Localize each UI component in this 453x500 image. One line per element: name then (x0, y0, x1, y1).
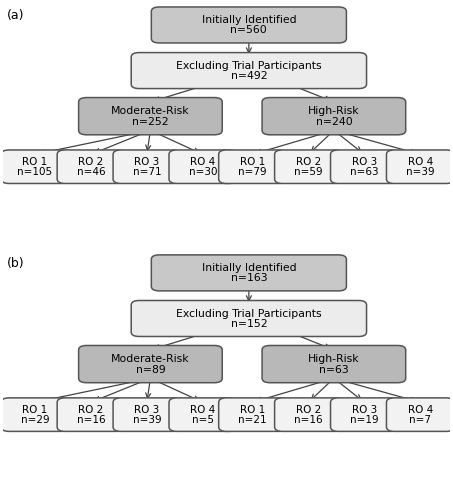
Text: High-Risk: High-Risk (308, 354, 360, 364)
Text: n=30: n=30 (188, 167, 217, 177)
Text: n=492: n=492 (231, 71, 267, 81)
FancyBboxPatch shape (275, 150, 342, 184)
Text: RO 4: RO 4 (190, 404, 216, 414)
FancyBboxPatch shape (169, 150, 236, 184)
FancyBboxPatch shape (275, 398, 342, 432)
Text: n=29: n=29 (21, 415, 49, 425)
FancyBboxPatch shape (219, 398, 286, 432)
Text: n=252: n=252 (132, 116, 169, 126)
Text: RO 2: RO 2 (296, 404, 321, 414)
FancyBboxPatch shape (57, 150, 125, 184)
FancyBboxPatch shape (113, 398, 181, 432)
FancyBboxPatch shape (57, 398, 125, 432)
Text: High-Risk: High-Risk (308, 106, 360, 116)
FancyBboxPatch shape (151, 7, 347, 43)
Text: RO 4: RO 4 (190, 157, 216, 167)
FancyBboxPatch shape (1, 150, 69, 184)
Text: n=71: n=71 (133, 167, 161, 177)
Text: RO 1: RO 1 (22, 157, 48, 167)
Text: Excluding Trial Participants: Excluding Trial Participants (176, 308, 322, 318)
Text: n=560: n=560 (231, 26, 267, 36)
Text: (b): (b) (7, 257, 25, 270)
FancyBboxPatch shape (131, 300, 366, 336)
FancyBboxPatch shape (113, 150, 181, 184)
Text: n=39: n=39 (406, 167, 434, 177)
Text: n=79: n=79 (238, 167, 267, 177)
Text: n=89: n=89 (135, 364, 165, 374)
FancyBboxPatch shape (331, 150, 398, 184)
Text: Initially Identified: Initially Identified (202, 263, 296, 273)
Text: RO 1: RO 1 (240, 404, 265, 414)
Text: RO 1: RO 1 (22, 404, 48, 414)
Text: n=105: n=105 (17, 167, 53, 177)
Text: n=16: n=16 (77, 415, 105, 425)
Text: Moderate-Risk: Moderate-Risk (111, 106, 190, 116)
Text: RO 2: RO 2 (78, 157, 104, 167)
FancyBboxPatch shape (79, 346, 222, 383)
FancyBboxPatch shape (386, 398, 453, 432)
FancyBboxPatch shape (1, 398, 69, 432)
Text: Initially Identified: Initially Identified (202, 15, 296, 25)
FancyBboxPatch shape (79, 98, 222, 135)
FancyBboxPatch shape (219, 150, 286, 184)
Text: Moderate-Risk: Moderate-Risk (111, 354, 190, 364)
Text: RO 2: RO 2 (78, 404, 104, 414)
Text: n=5: n=5 (192, 415, 214, 425)
Text: (a): (a) (7, 9, 25, 22)
Text: n=21: n=21 (238, 415, 267, 425)
FancyBboxPatch shape (262, 346, 406, 383)
FancyBboxPatch shape (386, 150, 453, 184)
Text: n=240: n=240 (315, 116, 352, 126)
FancyBboxPatch shape (131, 52, 366, 88)
FancyBboxPatch shape (151, 255, 347, 291)
Text: RO 3: RO 3 (352, 404, 377, 414)
Text: RO 4: RO 4 (408, 157, 433, 167)
FancyBboxPatch shape (331, 398, 398, 432)
Text: RO 3: RO 3 (134, 404, 159, 414)
Text: RO 1: RO 1 (240, 157, 265, 167)
Text: n=63: n=63 (319, 364, 349, 374)
Text: n=19: n=19 (350, 415, 379, 425)
Text: Excluding Trial Participants: Excluding Trial Participants (176, 60, 322, 70)
Text: RO 4: RO 4 (408, 404, 433, 414)
Text: n=39: n=39 (133, 415, 161, 425)
Text: n=63: n=63 (350, 167, 379, 177)
FancyBboxPatch shape (262, 98, 406, 135)
FancyBboxPatch shape (169, 398, 236, 432)
Text: n=7: n=7 (409, 415, 431, 425)
Text: n=59: n=59 (294, 167, 323, 177)
Text: RO 3: RO 3 (352, 157, 377, 167)
Text: n=16: n=16 (294, 415, 323, 425)
Text: RO 2: RO 2 (296, 157, 321, 167)
Text: n=152: n=152 (231, 319, 267, 329)
Text: n=46: n=46 (77, 167, 105, 177)
Text: RO 3: RO 3 (134, 157, 159, 167)
Text: n=163: n=163 (231, 274, 267, 283)
